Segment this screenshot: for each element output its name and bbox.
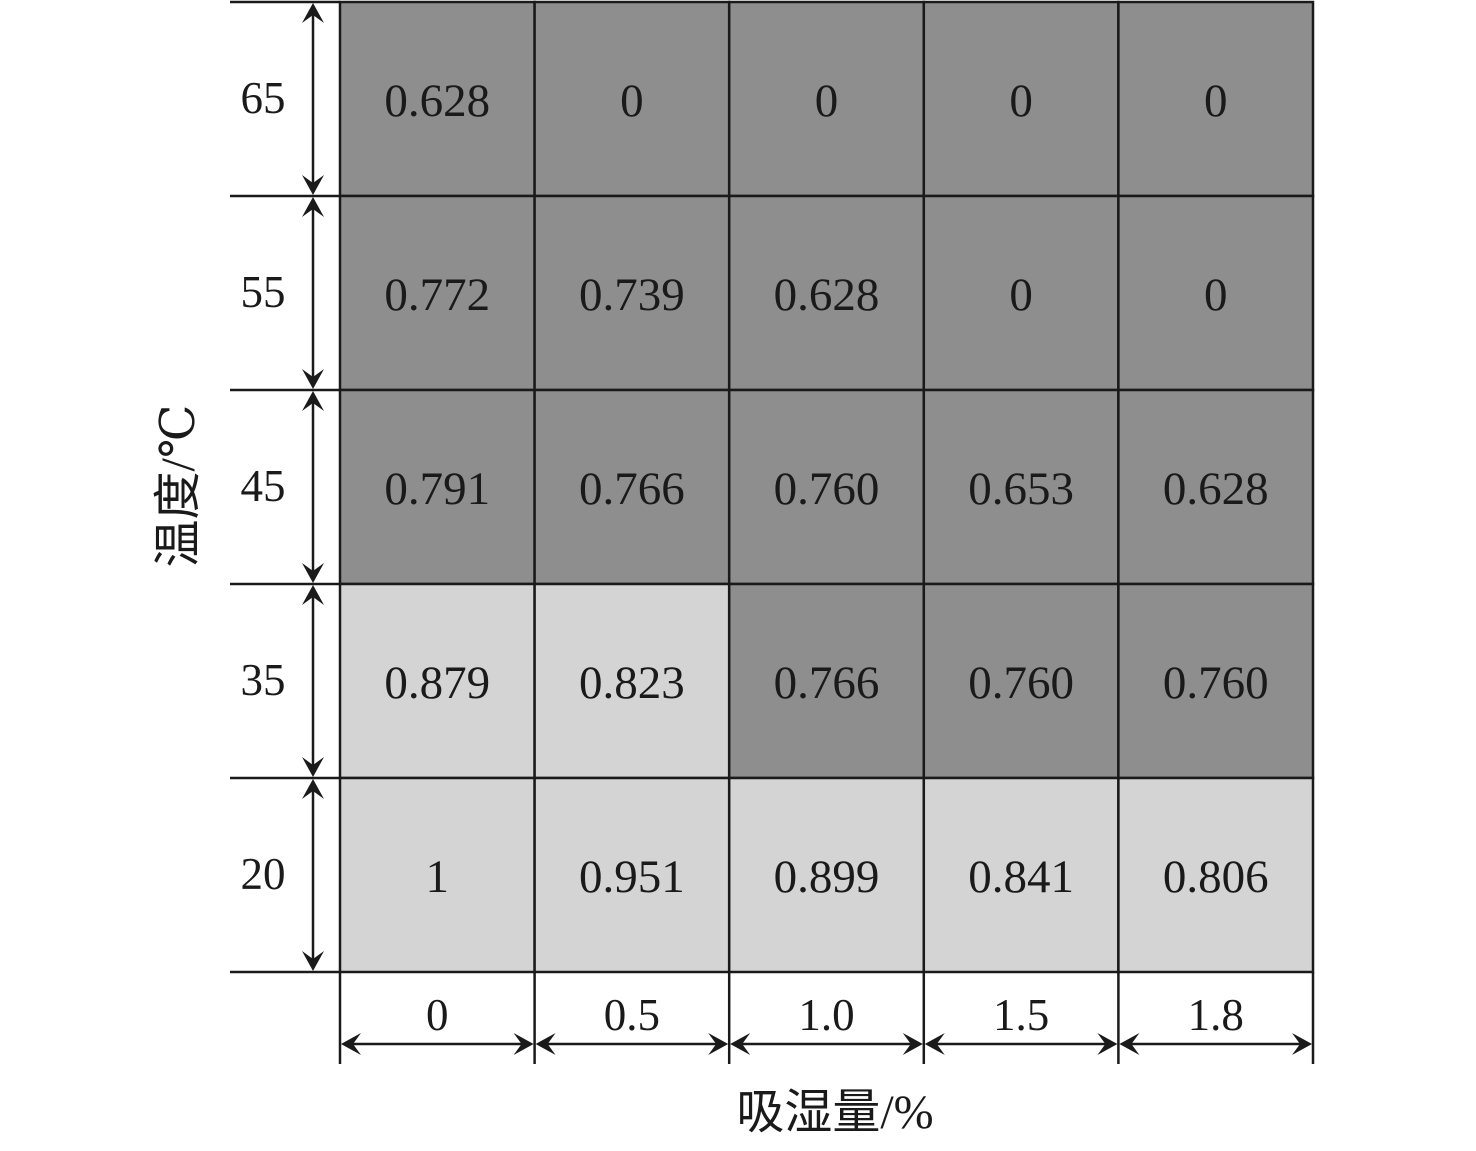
cell-value-label: 0.791 bbox=[384, 463, 490, 515]
cell-value-label: 0 bbox=[1009, 269, 1033, 321]
cell-value-label: 0.899 bbox=[774, 851, 880, 903]
column-arrow-head-left bbox=[730, 1033, 751, 1055]
cell-value-label: 0.760 bbox=[1163, 657, 1269, 709]
row-tick-label: 45 bbox=[241, 461, 286, 511]
column-arrow-head-right bbox=[902, 1033, 923, 1055]
row-arrow-head-up bbox=[302, 779, 324, 799]
heatmap-cell bbox=[922, 582, 1120, 780]
heatmap-cell bbox=[922, 0, 1120, 198]
heatmap-cell bbox=[727, 776, 926, 974]
cell-value-label: 0 bbox=[1204, 75, 1228, 127]
row-arrow-head-up bbox=[302, 585, 324, 605]
column-tick-label: 1.8 bbox=[1188, 990, 1244, 1040]
cell-value-label: 0.806 bbox=[1163, 851, 1269, 903]
cell-value-label: 0.951 bbox=[579, 851, 685, 903]
column-arrow-head-left bbox=[535, 1033, 556, 1055]
cell-value-label: 0.739 bbox=[579, 269, 685, 321]
cell-value-label: 0 bbox=[815, 75, 839, 127]
heatmap-cell bbox=[1117, 388, 1315, 586]
cell-value-label: 0.823 bbox=[579, 657, 685, 709]
heatmap-cell bbox=[533, 388, 731, 586]
cell-value-label: 0.766 bbox=[774, 657, 880, 709]
cell-value-label: 0.628 bbox=[1163, 463, 1269, 515]
cell-value-label: 0.653 bbox=[968, 463, 1074, 515]
heatmap-cell bbox=[1117, 582, 1315, 780]
cell-value-label: 0.766 bbox=[579, 463, 685, 515]
row-tick-label: 65 bbox=[241, 73, 286, 123]
heatmap-cell bbox=[533, 776, 731, 974]
heatmap-cell bbox=[727, 388, 926, 586]
cell-value-label: 0 bbox=[1204, 269, 1228, 321]
cell-value-label: 0.879 bbox=[384, 657, 490, 709]
heatmap-cell bbox=[533, 0, 731, 198]
row-arrow-head-down bbox=[302, 175, 324, 195]
column-arrow-head-right bbox=[1292, 1033, 1312, 1055]
heatmap-cell bbox=[727, 194, 926, 392]
column-arrow-head-left bbox=[341, 1033, 361, 1055]
row-arrow-head-down bbox=[302, 369, 324, 389]
row-arrow-head-up bbox=[302, 3, 324, 23]
row-tick-label: 35 bbox=[241, 655, 286, 705]
cell-value-label: 0 bbox=[620, 75, 644, 127]
heatmap-cell bbox=[1117, 194, 1315, 392]
row-arrow-head-up bbox=[302, 391, 324, 411]
column-arrow-head-right bbox=[1097, 1033, 1118, 1055]
cell-value-label: 0.628 bbox=[384, 75, 490, 127]
heatmap-cell bbox=[922, 388, 1120, 586]
heatmap-cell bbox=[533, 582, 731, 780]
heatmap-cell bbox=[1117, 0, 1315, 198]
heatmap-cell bbox=[338, 582, 536, 780]
column-tick-label: 1.0 bbox=[798, 990, 854, 1040]
column-arrow-head-left bbox=[924, 1033, 945, 1055]
row-arrow-head-down bbox=[302, 757, 324, 777]
column-tick-label: 1.5 bbox=[993, 990, 1049, 1040]
row-arrow-head-up bbox=[302, 197, 324, 217]
row-tick-label: 20 bbox=[241, 849, 286, 899]
cell-value-label: 1 bbox=[426, 851, 450, 903]
cell-value-label: 0 bbox=[1009, 75, 1033, 127]
row-tick-label: 55 bbox=[241, 267, 286, 317]
heatmap-cell bbox=[727, 0, 926, 198]
heatmap-cell bbox=[1117, 776, 1315, 974]
heatmap-cell bbox=[338, 776, 536, 974]
column-arrow-head-right bbox=[708, 1033, 729, 1055]
heatmap-cell bbox=[727, 582, 926, 780]
cell-value-label: 0.760 bbox=[774, 463, 880, 515]
row-arrow-head-down bbox=[302, 563, 324, 583]
column-tick-label: 0.5 bbox=[604, 990, 660, 1040]
x-axis-title: 吸湿量/% bbox=[736, 1086, 933, 1139]
heatmap-cell bbox=[338, 194, 536, 392]
column-tick-label: 0 bbox=[426, 990, 449, 1040]
cell-value-label: 0.772 bbox=[384, 269, 490, 321]
cell-value-label: 0.628 bbox=[774, 269, 880, 321]
column-arrow-head-left bbox=[1119, 1033, 1140, 1055]
heatmap-cell bbox=[338, 0, 536, 198]
cell-value-label: 0.841 bbox=[968, 851, 1074, 903]
column-arrow-head-right bbox=[513, 1033, 534, 1055]
row-arrow-head-down bbox=[302, 951, 324, 971]
cell-value-label: 0.760 bbox=[968, 657, 1074, 709]
y-axis-title: 温度/℃ bbox=[152, 404, 205, 567]
